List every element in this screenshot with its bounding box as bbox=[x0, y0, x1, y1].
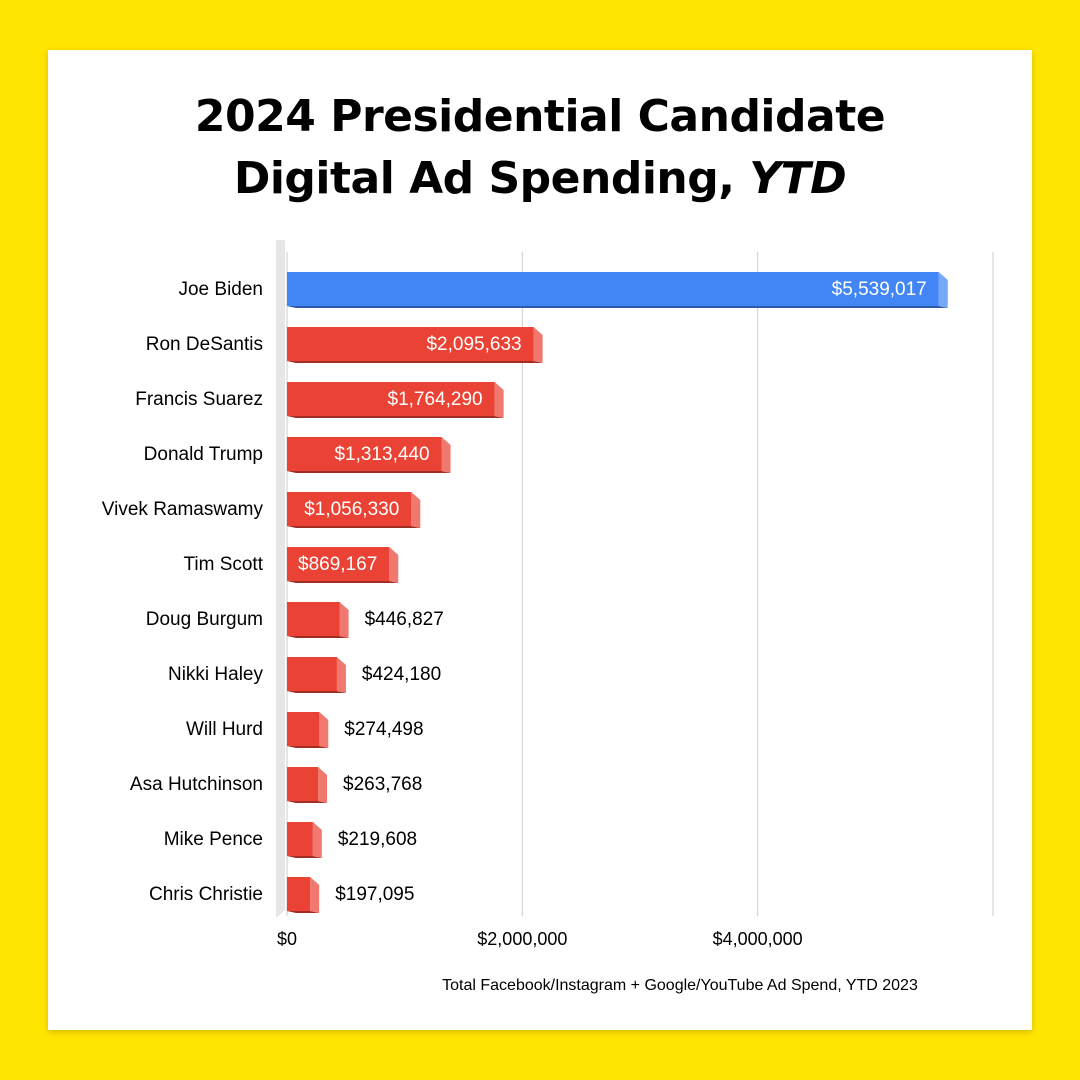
bar-bottom-face bbox=[287, 526, 421, 528]
data-label: $1,313,440 bbox=[334, 444, 429, 465]
bar-chart: $0 $2,000,000 $4,000,000 Joe Biden $5,539,01… bbox=[102, 240, 994, 994]
bar-side-face bbox=[312, 822, 322, 858]
bar-bottom-face bbox=[287, 691, 346, 693]
category-label: Tim Scott bbox=[183, 554, 263, 575]
bar-bottom-face bbox=[287, 746, 329, 748]
bar bbox=[287, 272, 939, 306]
bar-bottom-face bbox=[287, 416, 504, 418]
data-label: $1,764,290 bbox=[388, 389, 483, 410]
category-label: Mike Pence bbox=[164, 829, 263, 850]
bar-side-face bbox=[339, 602, 349, 638]
bar bbox=[287, 657, 337, 691]
category-label: Francis Suarez bbox=[135, 389, 263, 410]
x-tick-label: $0 bbox=[277, 929, 297, 949]
chart-title: 2024 Presidential Candidate Digital Ad S… bbox=[48, 86, 1032, 210]
bar-side-face bbox=[938, 272, 948, 308]
category-label: Chris Christie bbox=[149, 884, 263, 905]
bar-bottom-face bbox=[287, 471, 451, 473]
bar-side-face bbox=[411, 492, 421, 528]
category-label: Asa Hutchinson bbox=[130, 774, 263, 795]
bar-side-face bbox=[319, 712, 329, 748]
bar-bottom-face bbox=[287, 856, 322, 858]
bar bbox=[287, 602, 340, 636]
bar bbox=[287, 492, 412, 526]
data-label: $5,539,017 bbox=[832, 279, 927, 300]
bar-bottom-face bbox=[287, 636, 349, 638]
bar bbox=[287, 547, 390, 581]
category-label: Doug Burgum bbox=[146, 609, 263, 630]
category-label: Nikki Haley bbox=[168, 664, 264, 685]
bar-side-face bbox=[494, 382, 504, 418]
bar-bottom-face bbox=[287, 361, 543, 363]
data-label: $197,095 bbox=[335, 884, 414, 905]
chart-card: 2024 Presidential Candidate Digital Ad S… bbox=[48, 50, 1032, 1030]
chart-title-line1: 2024 Presidential Candidate bbox=[194, 91, 886, 142]
data-label: $1,056,330 bbox=[304, 499, 399, 520]
x-tick-label: $4,000,000 bbox=[713, 929, 803, 949]
data-label: $869,167 bbox=[298, 554, 377, 575]
x-axis-title: Total Facebook/Instagram + Google/YouTub… bbox=[442, 977, 918, 994]
chart-title-emphasis: YTD bbox=[749, 153, 847, 204]
bar bbox=[287, 327, 534, 361]
bar bbox=[287, 767, 319, 801]
category-label: Ron DeSantis bbox=[146, 334, 263, 355]
chart-title-line2: Digital Ad Spending, YTD bbox=[48, 148, 1032, 210]
bar bbox=[287, 437, 442, 471]
bar-side-face bbox=[310, 877, 320, 913]
category-label: Vivek Ramaswamy bbox=[102, 499, 264, 520]
bar bbox=[287, 712, 320, 746]
data-label: $219,608 bbox=[338, 829, 417, 850]
chart-floor bbox=[276, 240, 285, 918]
bar bbox=[287, 382, 495, 416]
bar-side-face bbox=[318, 767, 328, 803]
bar-side-face bbox=[533, 327, 543, 363]
data-label: $2,095,633 bbox=[426, 334, 521, 355]
bar-side-face bbox=[441, 437, 451, 473]
bar-bottom-face bbox=[287, 911, 320, 913]
data-label: $263,768 bbox=[343, 774, 422, 795]
category-label: Will Hurd bbox=[186, 719, 263, 740]
data-label: $274,498 bbox=[344, 719, 423, 740]
category-label: Joe Biden bbox=[178, 279, 263, 300]
bar-bottom-face bbox=[287, 581, 399, 583]
bar-side-face bbox=[336, 657, 346, 693]
category-label: Donald Trump bbox=[144, 444, 263, 465]
bar bbox=[287, 822, 313, 856]
bar-bottom-face bbox=[287, 306, 948, 308]
chart-title-line2-prefix: Digital Ad Spending, bbox=[233, 153, 750, 204]
x-tick-label: $2,000,000 bbox=[477, 929, 567, 949]
bar-side-face bbox=[389, 547, 399, 583]
bar-bottom-face bbox=[287, 801, 328, 803]
data-label: $424,180 bbox=[362, 664, 441, 685]
data-label: $446,827 bbox=[365, 609, 444, 630]
bar bbox=[287, 877, 311, 911]
